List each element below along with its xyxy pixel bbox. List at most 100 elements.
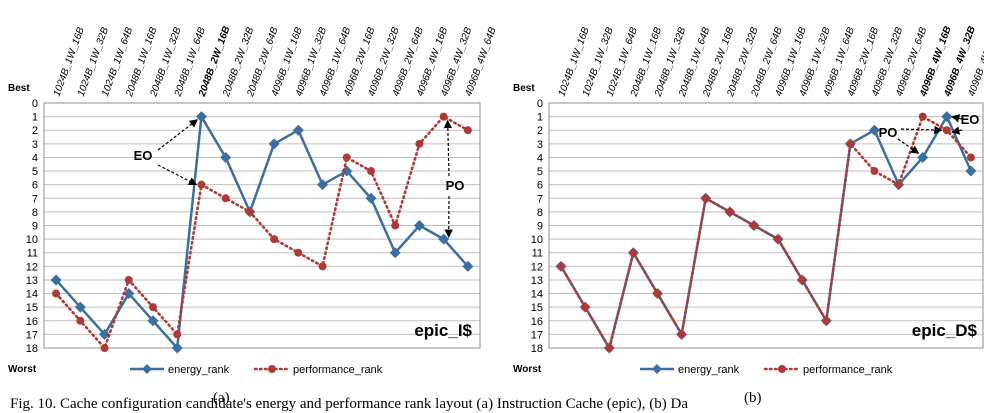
point-energy_rank [365, 192, 377, 204]
y-tick-label: 1 [537, 112, 543, 124]
point-performance_rank [173, 330, 182, 339]
point-performance_rank [149, 303, 157, 312]
y-best-label: Best [513, 83, 535, 94]
point-energy_rank [413, 220, 425, 231]
y-tick-label: 12 [531, 261, 543, 273]
legend-marker-performance [778, 365, 786, 373]
point-performance_rank [270, 235, 279, 244]
y-tick-label: 4 [537, 152, 543, 164]
point-energy_rank [941, 111, 953, 123]
point-energy_rank [965, 165, 977, 177]
point-performance_rank [629, 248, 638, 257]
annotation-arrow [951, 126, 963, 135]
point-energy_rank [99, 328, 111, 340]
point-performance_rank [870, 167, 879, 176]
point-energy_rank [292, 124, 304, 136]
y-tick-label: 7 [32, 193, 38, 205]
point-performance_rank [966, 153, 975, 162]
y-tick-label: 17 [531, 329, 543, 341]
point-performance_rank [894, 180, 903, 189]
point-performance_rank [653, 289, 662, 298]
point-energy_rank [50, 274, 62, 286]
point-energy_rank [869, 124, 880, 136]
y-best-label: Best [8, 83, 30, 94]
point-performance_rank [677, 330, 686, 339]
legend-label-performance: performance_rank [293, 364, 383, 376]
y-tick-label: 10 [26, 234, 38, 246]
y-tick-label: 13 [26, 275, 38, 287]
annotation-arrow [443, 119, 453, 177]
y-tick-label: 13 [531, 275, 543, 287]
y-tick-label: 18 [26, 343, 38, 355]
plot-border [43, 102, 481, 349]
point-performance_rank [415, 139, 424, 148]
annotation-eo: EO [961, 112, 980, 127]
y-tick-label: 11 [27, 248, 38, 260]
annotation-eo: EO [134, 148, 153, 163]
y-tick-label: 5 [537, 166, 543, 178]
y-tick-label: 10 [531, 234, 543, 246]
point-energy_rank [917, 151, 929, 163]
point-energy_rank [268, 138, 280, 150]
point-performance_rank [367, 167, 375, 176]
point-performance_rank [245, 207, 254, 216]
y-tick-label: 8 [537, 207, 543, 219]
y-tick-label: 18 [531, 343, 543, 355]
plot-border [548, 102, 984, 349]
annotation-po: PO [879, 125, 898, 140]
annotation-arrow [157, 119, 199, 151]
point-performance_rank [725, 207, 734, 216]
y-worst-label: Worst [513, 364, 542, 375]
legend-label-energy: energy_rank [168, 364, 230, 376]
y-tick-label: 16 [26, 316, 38, 328]
legend-marker-performance [268, 365, 276, 373]
y-tick-label: 6 [32, 180, 38, 192]
point-energy_rank [74, 301, 86, 313]
y-tick-label: 8 [32, 207, 38, 219]
point-performance_rank [124, 275, 133, 284]
y-tick-label: 14 [531, 289, 543, 301]
point-performance_rank [581, 303, 590, 312]
panel-sublabel: (a) [213, 390, 230, 406]
point-performance_rank [318, 262, 327, 271]
panel-b: 0123456789101112131415161718BestWorst102… [513, 25, 984, 406]
point-performance_rank [918, 112, 927, 121]
y-tick-label: 17 [26, 329, 38, 341]
point-performance_rank [391, 221, 400, 230]
annotation-arrow [900, 125, 943, 135]
point-energy_rank [147, 315, 159, 327]
point-energy_rank [462, 260, 474, 272]
point-performance_rank [439, 112, 448, 121]
legend-label-energy: energy_rank [678, 364, 740, 376]
y-tick-label: 16 [531, 316, 543, 328]
point-performance_rank [749, 221, 758, 230]
panel-name: epic_D$ [912, 321, 978, 340]
point-performance_rank [822, 316, 831, 325]
point-performance_rank [557, 262, 566, 271]
legend-marker-energy [652, 364, 662, 374]
annotation-arrow [157, 164, 198, 186]
point-energy_rank [171, 342, 183, 354]
point-performance_rank [342, 153, 351, 162]
y-tick-label: 11 [532, 248, 543, 260]
point-energy_rank [317, 179, 329, 191]
y-tick-label: 9 [32, 221, 38, 233]
figure-caption: Fig. 10. Cache configuration candidate's… [10, 396, 688, 412]
annotation-arrow [897, 138, 920, 154]
series-line-energy_rank [55, 112, 469, 351]
point-performance_rank [798, 275, 807, 284]
annotation-arrow [951, 114, 963, 123]
annotation-po: PO [446, 178, 465, 193]
point-performance_rank [605, 344, 614, 352]
series-line-performance_rank [559, 114, 973, 352]
point-performance_rank [774, 235, 783, 244]
y-tick-label: 3 [32, 139, 38, 151]
point-performance_rank [942, 126, 951, 135]
panel-name: epic_I$ [414, 321, 472, 340]
y-tick-label: 6 [537, 180, 543, 192]
point-performance_rank [701, 194, 710, 203]
y-tick-label: 0 [537, 98, 543, 110]
y-tick-label: 2 [537, 125, 543, 137]
y-tick-label: 4 [32, 152, 38, 164]
series-line-performance_rank [54, 114, 470, 351]
